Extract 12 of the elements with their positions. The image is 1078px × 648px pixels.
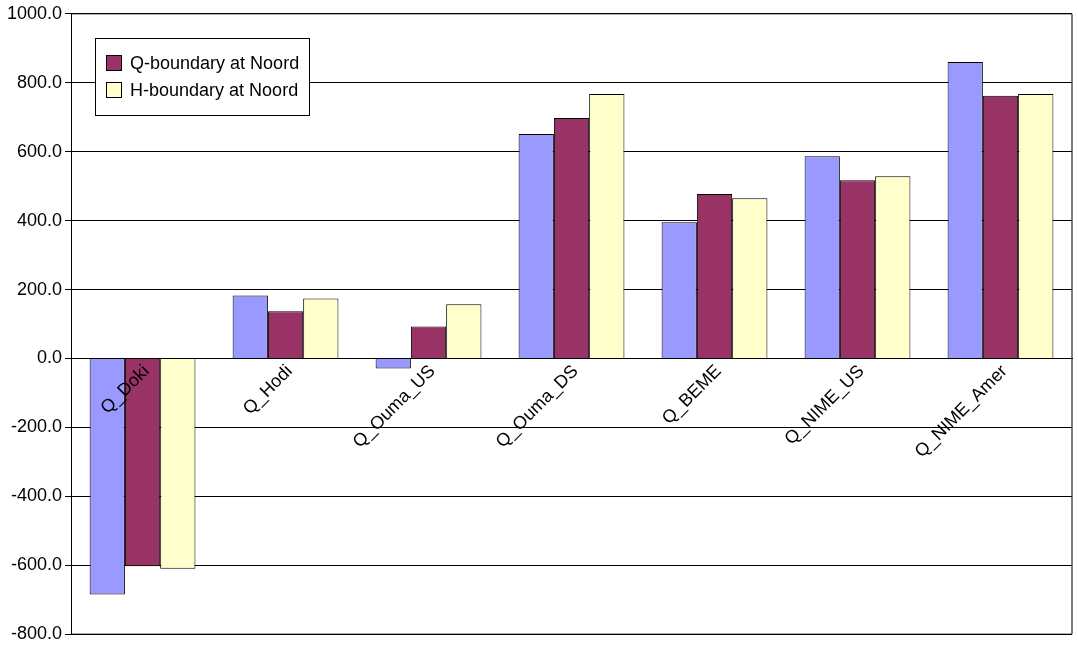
- y-tick-label: 200.0: [17, 278, 63, 299]
- y-tick-label: 600.0: [17, 140, 63, 161]
- legend-label: H-boundary at Noord: [130, 79, 299, 101]
- y-tick-label: -800.0: [11, 623, 63, 644]
- y-tick-label: -200.0: [11, 416, 63, 437]
- y-tick-label: -400.0: [11, 485, 63, 506]
- legend-label: Q-boundary at Noord: [130, 52, 300, 74]
- y-tick-label: 400.0: [17, 209, 63, 230]
- y-tick-label: -600.0: [11, 554, 63, 575]
- y-tick-label: 1000.0: [6, 2, 63, 23]
- y-tick-label: 800.0: [17, 71, 63, 92]
- y-tick-label: 0.0: [37, 347, 63, 368]
